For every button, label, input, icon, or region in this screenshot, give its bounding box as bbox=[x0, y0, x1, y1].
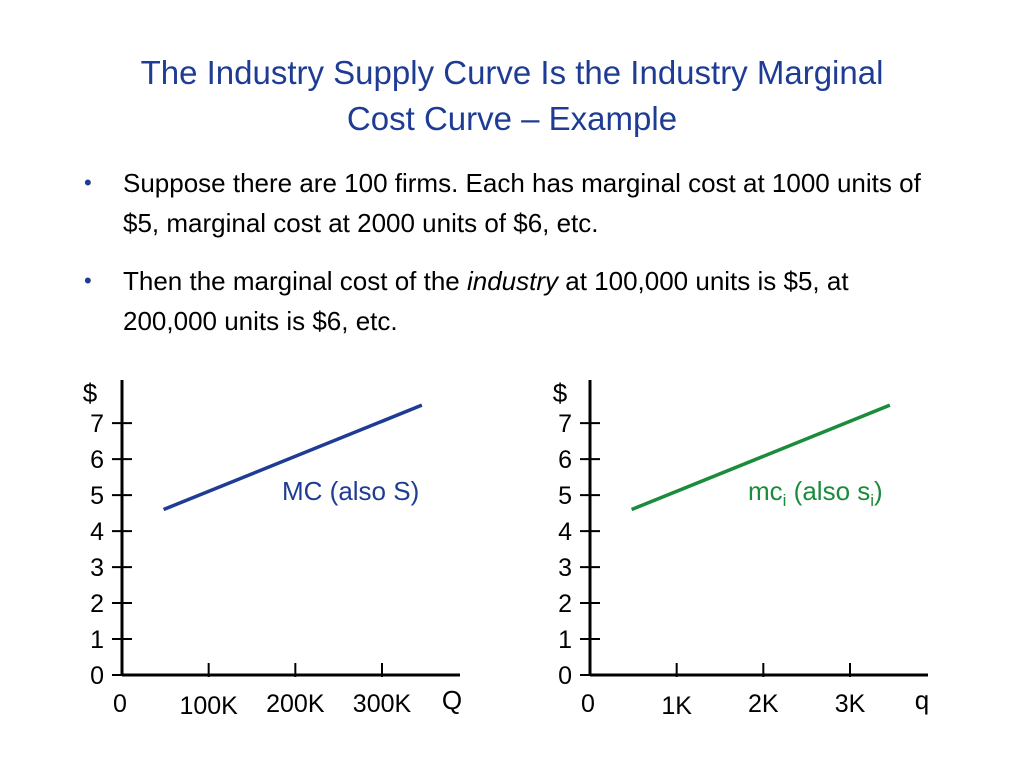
x-tick-label: 200K bbox=[266, 690, 325, 718]
series-label: mci (also si) bbox=[748, 476, 883, 510]
x-axis-label: Q bbox=[442, 685, 462, 715]
series-label-part: MC (also S) bbox=[282, 476, 419, 506]
y-tick-label: 4 bbox=[90, 518, 104, 546]
y-tick-label: 2 bbox=[558, 590, 572, 618]
bullet-dot-icon: • bbox=[84, 170, 92, 195]
series-label: MC (also S) bbox=[282, 476, 419, 506]
x-tick-label: 1K bbox=[661, 692, 692, 720]
y-tick-label: 6 bbox=[558, 446, 572, 474]
y-tick-label: 0 bbox=[90, 662, 104, 690]
y-axis-label: $ bbox=[83, 378, 98, 408]
x-axis-label: q bbox=[915, 685, 929, 715]
y-tick-label: 7 bbox=[90, 410, 104, 438]
x-tick-label: 0 bbox=[113, 690, 127, 718]
bullet-text: Suppose there are 100 firms. Each has ma… bbox=[123, 168, 921, 238]
series-line bbox=[162, 403, 423, 512]
x-tick-label: 3K bbox=[835, 690, 866, 718]
series-label-part: ) bbox=[874, 476, 883, 506]
bullet-item: • Suppose there are 100 firms. Each has … bbox=[84, 163, 944, 243]
x-tick-label: 0 bbox=[581, 690, 595, 718]
charts-area: $0 1 2 3 4 5 6 7 0 100K 200K 300K Q MC (also S) $0 1 2 3 4… bbox=[83, 378, 929, 720]
bullet-text-pre: Then the marginal cost of the bbox=[123, 266, 467, 296]
y-tick-label: 0 bbox=[558, 662, 572, 690]
bullet-text-italic: industry bbox=[466, 266, 559, 296]
series-label-subscript: i bbox=[783, 491, 787, 510]
slide-title-line-1: The Industry Supply Curve Is the Industr… bbox=[140, 54, 884, 91]
y-tick-label: 7 bbox=[558, 410, 572, 438]
series-label-part: mc bbox=[748, 476, 783, 506]
y-tick-label: 3 bbox=[90, 554, 104, 582]
series-line bbox=[630, 403, 891, 512]
x-tick-label: 100K bbox=[179, 692, 238, 720]
y-tick-label: 5 bbox=[90, 482, 104, 510]
y-tick-label: 6 bbox=[90, 446, 104, 474]
bullet-dot-icon: • bbox=[84, 268, 92, 293]
bullet-item: • Then the marginal cost of the industry… bbox=[84, 261, 944, 341]
slide-title-line-2: Cost Curve – Example bbox=[346, 100, 678, 137]
y-tick-label: 3 bbox=[558, 554, 572, 582]
x-tick-label: 2K bbox=[748, 690, 779, 718]
y-tick-label: 4 bbox=[558, 518, 572, 546]
y-tick-label: 1 bbox=[90, 626, 104, 654]
slide-title: The Industry Supply Curve Is the Industr… bbox=[60, 50, 964, 142]
series-label-part: (also s bbox=[786, 476, 870, 506]
y-axis-label: $ bbox=[553, 378, 568, 408]
y-tick-label: 5 bbox=[558, 482, 572, 510]
series-label-subscript: i bbox=[870, 491, 874, 510]
y-tick-label: 1 bbox=[558, 626, 572, 654]
x-tick-label: 300K bbox=[353, 690, 412, 718]
bullet-text-post: at 100,000 units is $5, at 200,000 units… bbox=[123, 266, 849, 336]
bullet-list: • Suppose there are 100 firms. Each has … bbox=[84, 163, 944, 359]
y-tick-label: 2 bbox=[90, 590, 104, 618]
